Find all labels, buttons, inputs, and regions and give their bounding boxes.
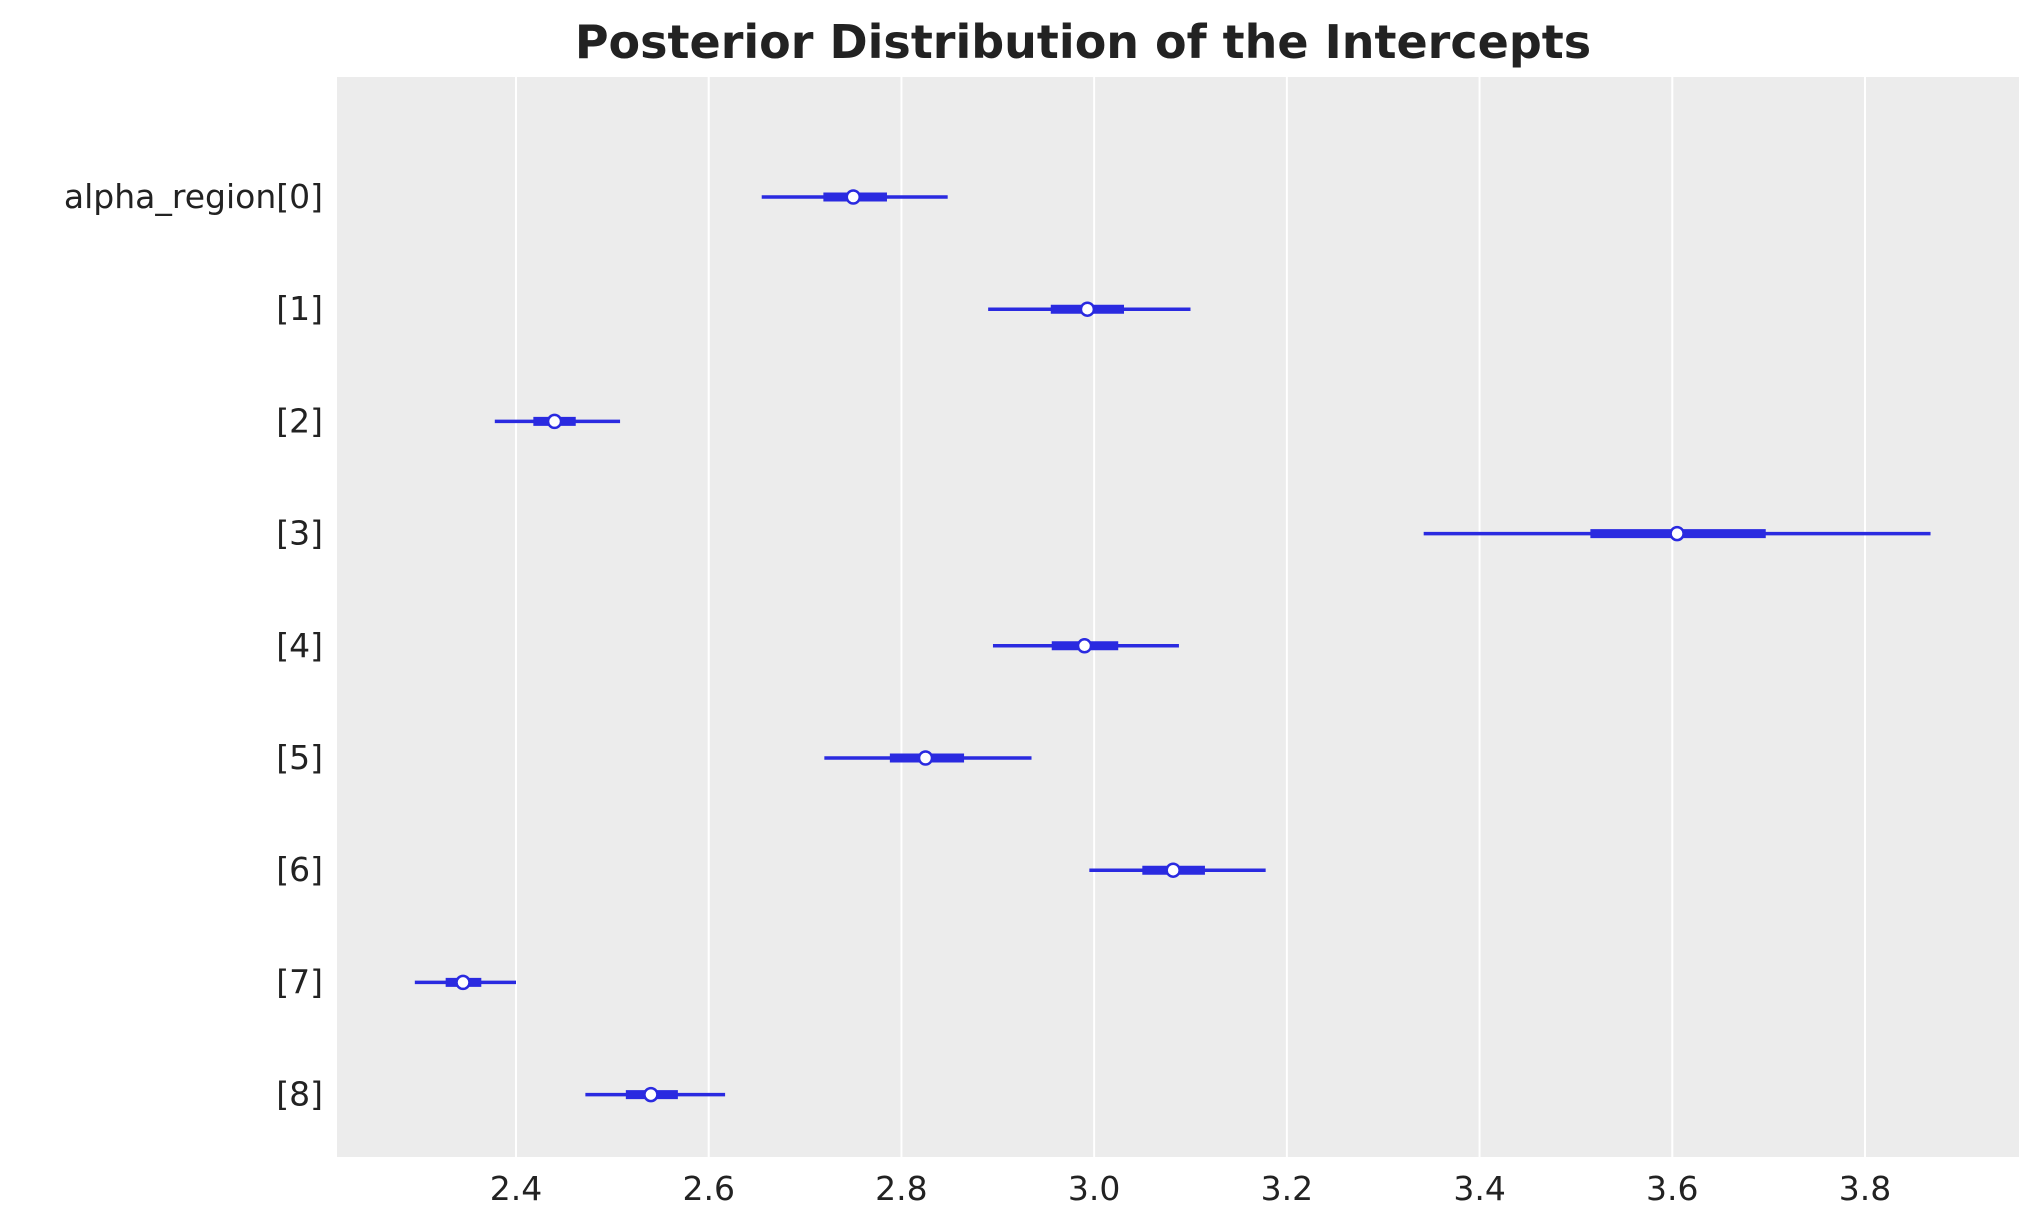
forest-row <box>824 750 1032 766</box>
row-label: [1] <box>276 289 323 328</box>
forest-row <box>761 189 948 205</box>
mean-point <box>1076 638 1093 654</box>
mean-point <box>546 413 563 430</box>
grid-lines <box>515 77 1866 1157</box>
mean-point <box>455 974 471 991</box>
forest-row <box>988 301 1191 317</box>
forest-row <box>1423 525 1931 542</box>
forest-row <box>494 413 621 430</box>
y-axis-labels: alpha_region[0] [1] [2] [3] [4] [5] [6] [7] [8] <box>64 177 323 1114</box>
plot-area <box>337 77 2019 1157</box>
x-tick-label: 3.8 <box>1839 1169 1891 1208</box>
x-tick-label: 2.4 <box>490 1169 542 1208</box>
x-tick-label: 3.0 <box>1068 1169 1120 1208</box>
x-tick-label: 3.2 <box>1261 1169 1313 1208</box>
forest-row <box>1089 862 1266 878</box>
x-axis-ticks: 2.4 2.6 2.8 3.0 3.2 3.4 3.6 3.8 <box>490 1169 1891 1208</box>
mean-point <box>1165 862 1181 878</box>
x-tick-label: 2.8 <box>875 1169 927 1208</box>
row-label: [3] <box>276 514 323 553</box>
row-label: [8] <box>276 1075 323 1114</box>
row-label: [7] <box>276 962 323 1001</box>
mean-point <box>1079 301 1096 317</box>
chart-title: Posterior Distribution of the Intercepts <box>575 15 1591 69</box>
row-label: [4] <box>276 626 323 665</box>
mean-point <box>1669 525 1685 542</box>
x-tick-label: 2.6 <box>682 1169 734 1208</box>
forest-rows <box>414 189 1931 1103</box>
forest-row <box>585 1086 726 1103</box>
row-label: [5] <box>276 738 323 777</box>
mean-point <box>917 750 934 766</box>
mean-point <box>643 1086 659 1103</box>
row-label: alpha_region[0] <box>64 177 323 216</box>
mean-point <box>845 189 861 205</box>
forest-row <box>992 638 1179 654</box>
x-tick-label: 3.4 <box>1453 1169 1505 1208</box>
x-tick-label: 3.6 <box>1646 1169 1698 1208</box>
forest-row <box>414 974 516 991</box>
row-label: [2] <box>276 401 323 440</box>
row-label: [6] <box>276 850 323 889</box>
